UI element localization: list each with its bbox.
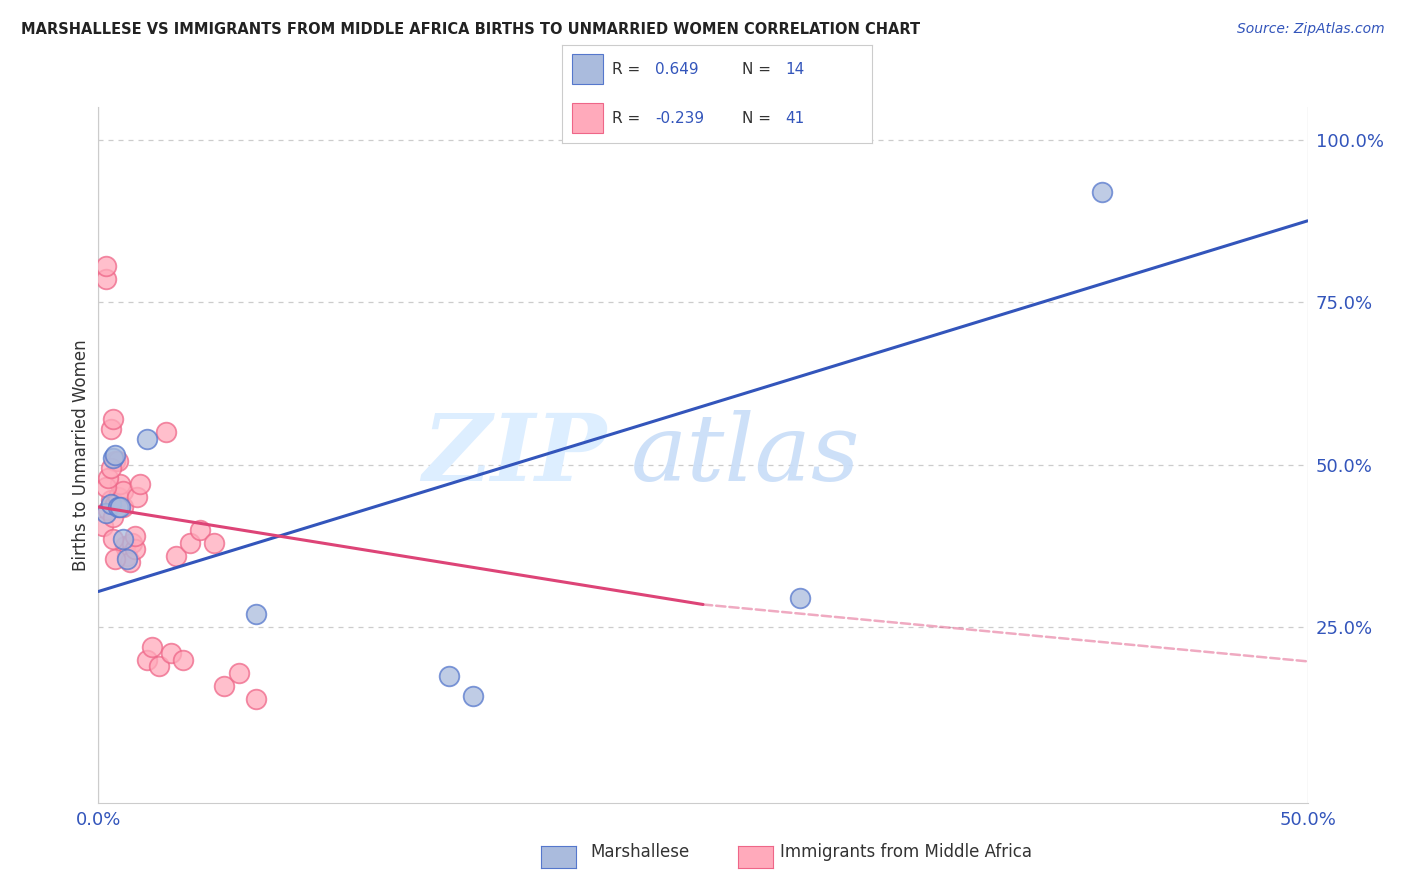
Point [135,432,157,446]
Point [100,497,122,511]
Point [124,529,146,543]
Point [94,507,117,521]
Point [97,471,120,485]
Point [91,519,114,533]
Point [111,500,134,514]
Point [104,454,127,468]
Point [121,535,143,549]
Point [437,669,460,683]
Text: 14: 14 [785,62,804,77]
Point [148,659,170,673]
Point [212,679,235,693]
Text: N =: N = [742,111,776,126]
Y-axis label: Births to Unmarried Women: Births to Unmarried Women [72,339,90,571]
Text: ZIP: ZIP [422,410,606,500]
Text: 0.649: 0.649 [655,62,699,77]
Text: MARSHALLESE VS IMMIGRANTS FROM MIDDLE AFRICA BIRTHS TO UNMARRIED WOMEN CORRELATI: MARSHALLESE VS IMMIGRANTS FROM MIDDLE AF… [21,22,920,37]
Point [100,493,122,508]
Point [107,500,129,514]
Point [188,523,211,537]
Point [1091,185,1114,199]
Text: 41: 41 [785,111,804,126]
Point [108,477,131,491]
Point [101,533,124,547]
Point [165,549,187,563]
Point [172,653,194,667]
Point [155,425,177,439]
Point [94,260,117,274]
Point [117,549,139,563]
Point [108,500,131,514]
Point [101,451,124,466]
Point [124,542,146,557]
Point [107,490,129,504]
Point [114,539,136,553]
Point [160,646,183,660]
Text: N =: N = [742,62,776,77]
Point [117,552,139,566]
Point [101,412,124,426]
Point [228,665,250,680]
Point [101,509,124,524]
Point [128,477,150,491]
Point [97,503,120,517]
Point [789,591,811,605]
Point [463,689,485,703]
Point [94,480,117,494]
Point [104,448,127,462]
Point [118,555,141,569]
Point [141,640,163,654]
Text: Marshallese: Marshallese [591,843,690,861]
FancyBboxPatch shape [572,54,603,84]
Point [100,461,122,475]
Text: atlas: atlas [630,410,860,500]
Point [179,535,201,549]
Point [111,533,134,547]
Point [104,497,127,511]
Text: -0.239: -0.239 [655,111,704,126]
Text: R =: R = [612,111,645,126]
Point [245,691,267,706]
Point [204,535,226,549]
FancyBboxPatch shape [572,103,603,133]
Point [245,607,267,622]
Point [127,490,149,504]
Point [107,454,129,468]
Point [111,483,134,498]
Point [100,422,122,436]
Text: R =: R = [612,62,645,77]
Text: Immigrants from Middle Africa: Immigrants from Middle Africa [780,843,1032,861]
Point [94,272,117,286]
Point [135,653,157,667]
Point [104,552,127,566]
Text: Source: ZipAtlas.com: Source: ZipAtlas.com [1237,22,1385,37]
